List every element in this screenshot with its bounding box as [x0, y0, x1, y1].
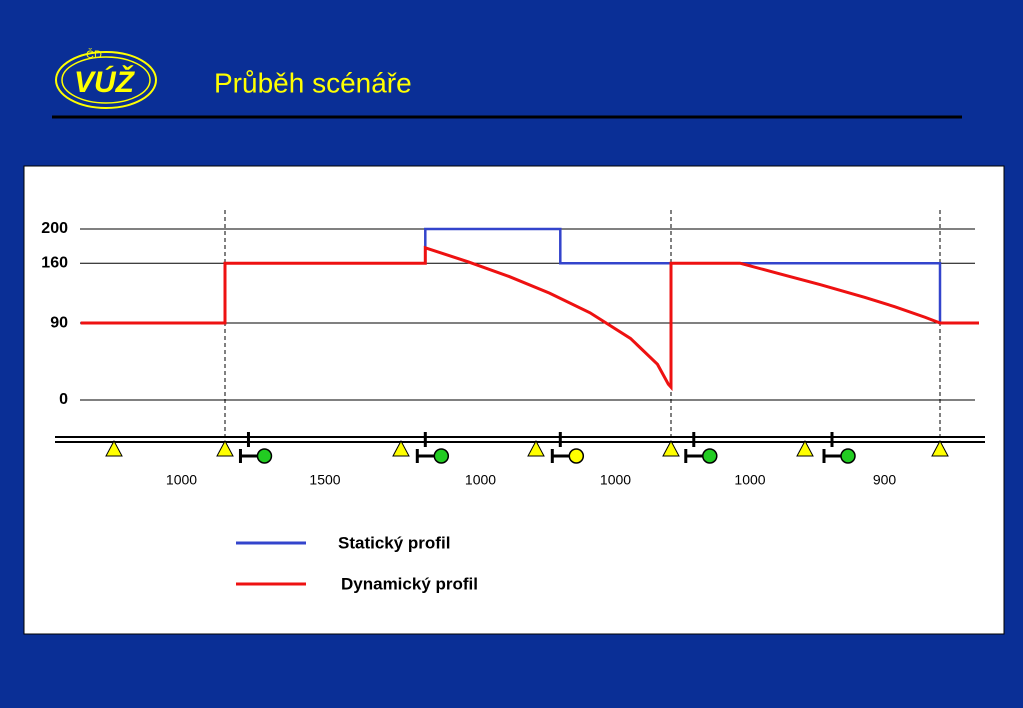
profile-line: [80, 245, 979, 392]
segment-label: 1000: [734, 472, 765, 488]
signal-light: [568, 448, 585, 464]
signal-light: [702, 448, 718, 464]
logo-top: ČD: [86, 48, 102, 61]
track-marker: [216, 439, 234, 457]
signal-light: [433, 448, 450, 464]
track-marker: [662, 439, 680, 457]
segment-label: 1000: [465, 472, 496, 488]
track-marker: [796, 439, 814, 457]
segment-label: 1000: [600, 472, 631, 488]
track-marker: [105, 439, 123, 457]
y-tick-label: 200: [41, 220, 68, 237]
legend-label: Statický profil: [338, 533, 450, 552]
logo-ring: [61, 56, 151, 104]
y-tick-label: 160: [41, 254, 68, 271]
track-marker: [527, 439, 545, 457]
legend-label: Dynamický profil: [341, 574, 478, 593]
signal-light: [256, 448, 273, 464]
y-tick-label: 90: [50, 314, 68, 331]
segment-label: 1500: [309, 472, 340, 488]
signal-light: [840, 448, 856, 464]
logo: VÚŽ: [74, 65, 136, 99]
segment-label: 900: [873, 472, 897, 488]
title: Průběh scénáře: [214, 67, 412, 98]
y-tick-label: 0: [59, 391, 68, 408]
segment-label: 1000: [166, 472, 197, 488]
track-marker: [931, 439, 949, 457]
logo-ring: [55, 51, 157, 109]
track-marker: [392, 439, 410, 457]
